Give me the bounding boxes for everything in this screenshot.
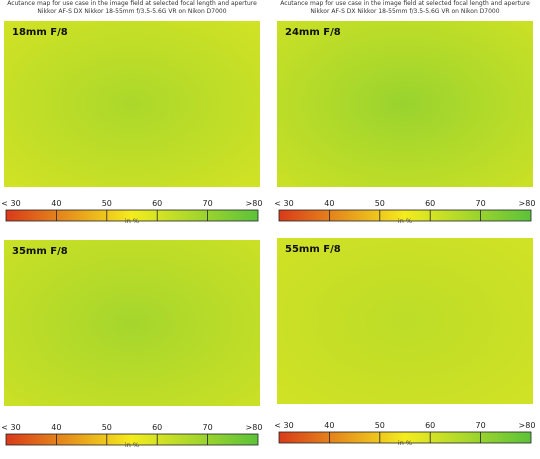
focal-aperture-label: 18mm F/8 [12, 27, 68, 38]
color-scale-bar [278, 431, 532, 444]
color-scale: in % < 30 40 50 60 70 >80 [273, 413, 537, 453]
chart-title: Acutance map for use case in the image f… [280, 0, 530, 15]
acutance-map: 24mm F/8 [277, 21, 533, 187]
focal-aperture-label: 55mm F/8 [285, 244, 341, 255]
scale-tick-label: >80 [245, 423, 263, 432]
scale-gradient [278, 209, 532, 222]
scale-gradient [5, 433, 259, 446]
focal-aperture-label: 35mm F/8 [12, 246, 68, 257]
scale-tick-label: 60 [425, 199, 436, 208]
scale-tick-label: 60 [152, 423, 163, 432]
scale-tick-label: 60 [425, 421, 436, 430]
heatmap-panel-55mm: 55mm F/8 in % < 30 40 50 60 70 >80 [273, 221, 537, 457]
scale-unit: in % [124, 217, 140, 225]
scale-tick-label: < 30 [1, 423, 21, 432]
chart-title: Acutance map for use case in the image f… [7, 0, 257, 15]
scale-tick-label: 50 [101, 199, 112, 208]
heatmap-panel-35mm: 35mm F/8 in % < 30 40 50 60 70 >80 [0, 221, 264, 457]
acutance-map: 18mm F/8 [4, 21, 260, 187]
scale-tick-label: 70 [202, 423, 213, 432]
scale-gradient [5, 209, 259, 222]
scale-tick-label: 60 [152, 199, 163, 208]
scale-tick-label: 50 [374, 421, 385, 430]
acutance-map: 55mm F/8 [277, 238, 533, 404]
heatmap-panel-18mm: Acutance map for use case in the image f… [0, 0, 264, 232]
scale-gradient [278, 431, 532, 444]
heatmap-panel-24mm: Acutance map for use case in the image f… [273, 0, 537, 232]
focal-aperture-label: 24mm F/8 [285, 27, 341, 38]
color-scale-bar [5, 209, 259, 222]
scale-tick-label: < 30 [1, 199, 21, 208]
scale-tick-label: 40 [324, 199, 335, 208]
scale-tick-label: >80 [518, 421, 536, 430]
scale-tick-label: 70 [475, 421, 486, 430]
acutance-map: 35mm F/8 [4, 240, 260, 406]
scale-tick-label: 70 [475, 199, 486, 208]
scale-tick-label: 50 [374, 199, 385, 208]
color-scale: in % < 30 40 50 60 70 >80 [273, 191, 537, 231]
color-scale: in % < 30 40 50 60 70 >80 [0, 415, 264, 455]
color-scale: in % < 30 40 50 60 70 >80 [0, 191, 264, 231]
color-scale-bar [5, 433, 259, 446]
scale-tick-label: 40 [324, 421, 335, 430]
scale-tick-label: 40 [51, 423, 62, 432]
scale-tick-label: 50 [101, 423, 112, 432]
scale-tick-label: < 30 [274, 421, 294, 430]
scale-tick-label: >80 [245, 199, 263, 208]
scale-unit: in % [397, 439, 413, 447]
scale-tick-label: >80 [518, 199, 536, 208]
scale-tick-label: < 30 [274, 199, 294, 208]
color-scale-bar [278, 209, 532, 222]
scale-unit: in % [397, 217, 413, 225]
scale-tick-label: 70 [202, 199, 213, 208]
scale-tick-label: 40 [51, 199, 62, 208]
scale-unit: in % [124, 441, 140, 449]
